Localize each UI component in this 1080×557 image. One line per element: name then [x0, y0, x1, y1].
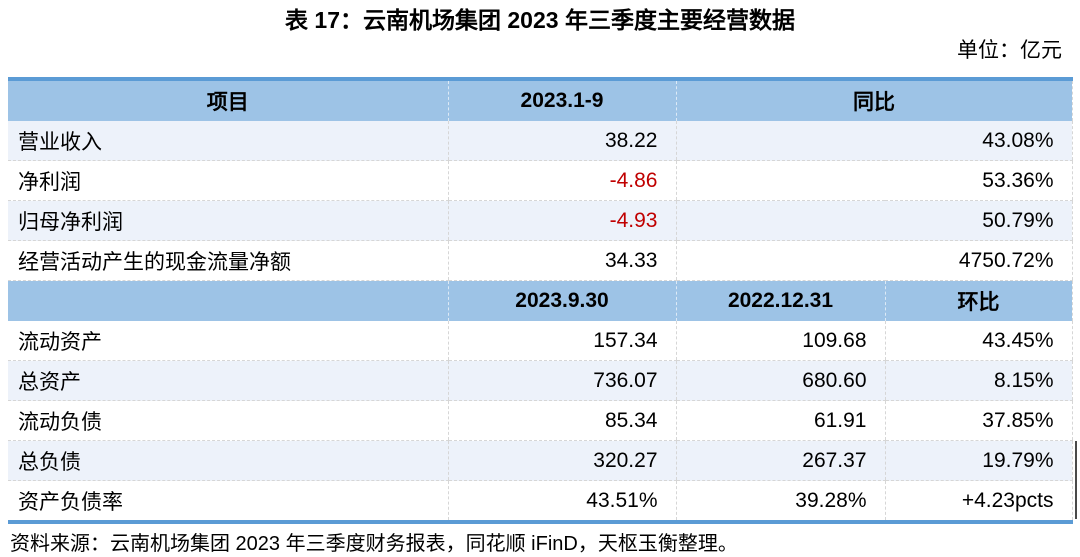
cell-value: 50.79% — [675, 200, 1072, 241]
column-header: 项目 — [8, 79, 448, 121]
cell-value: 53.36% — [675, 160, 1072, 201]
source-note: 资料来源：云南机场集团 2023 年三季度财务报表，同花顺 iFinD，天枢玉衡… — [10, 533, 738, 555]
cell-value: +4.23pcts — [884, 480, 1072, 523]
unit-note: 单位：亿元 — [957, 39, 1062, 62]
row-label: 总资产 — [8, 360, 448, 401]
table-row: 归母净利润 -4.93 50.79% — [8, 200, 1072, 241]
cell-value: 38.22 — [447, 121, 676, 161]
table-row: 资产负债率 43.51% 39.28% +4.23pcts — [8, 480, 1072, 523]
header-row-section-1: 项目 2023.1-9 同比 — [8, 79, 1072, 121]
column-header: 2022.12.31 — [675, 280, 885, 321]
cell-value: -4.86 — [447, 160, 676, 201]
row-label: 资产负债率 — [8, 480, 448, 523]
table-row: 总负债 320.27 267.37 19.79% — [8, 440, 1072, 481]
table-row: 总资产 736.07 680.60 8.15% — [8, 360, 1072, 401]
table-title: 表 17：云南机场集团 2023 年三季度主要经营数据 — [285, 7, 795, 33]
row-label: 流动负债 — [8, 400, 448, 441]
cell-value: 37.85% — [884, 400, 1072, 441]
cell-value: -4.93 — [447, 200, 676, 241]
header-row-section-2: 2023.9.30 2022.12.31 环比 — [8, 280, 1072, 321]
table-row: 营业收入 38.22 43.08% — [8, 121, 1072, 161]
column-header: 环比 — [884, 280, 1072, 321]
column-header: 同比 — [675, 79, 1072, 121]
column-header — [8, 280, 448, 321]
cell-value: 736.07 — [447, 360, 676, 401]
table-row: 经营活动产生的现金流量净额 34.33 4750.72% — [8, 240, 1072, 281]
row-label: 经营活动产生的现金流量净额 — [8, 240, 448, 281]
cell-value: 267.37 — [675, 440, 885, 481]
stray-vertical-line — [1075, 441, 1077, 519]
row-label: 营业收入 — [8, 121, 448, 161]
cell-value: 680.60 — [675, 360, 885, 401]
cell-value: 320.27 — [447, 440, 676, 481]
financial-data-table: 项目 2023.1-9 同比 营业收入 38.22 43.08% 净利润 -4.86 53.36… — [8, 77, 1073, 524]
row-label: 总负债 — [8, 440, 448, 481]
row-label: 归母净利润 — [8, 200, 448, 241]
cell-value: 85.34 — [447, 400, 676, 441]
cell-value: 39.28% — [675, 480, 885, 523]
cell-value: 61.91 — [675, 400, 885, 441]
cell-value: 4750.72% — [675, 240, 1072, 281]
cell-value: 8.15% — [884, 360, 1072, 401]
column-header: 2023.1-9 — [447, 79, 676, 121]
cell-value: 19.79% — [884, 440, 1072, 481]
cell-value: 43.45% — [884, 321, 1072, 361]
table-row: 流动负债 85.34 61.91 37.85% — [8, 400, 1072, 441]
cell-value: 34.33 — [447, 240, 676, 281]
cell-value: 43.08% — [675, 121, 1072, 161]
row-label: 流动资产 — [8, 321, 448, 361]
cell-value: 109.68 — [675, 321, 885, 361]
row-label: 净利润 — [8, 160, 448, 201]
cell-value: 43.51% — [447, 480, 676, 523]
table-row: 净利润 -4.86 53.36% — [8, 160, 1072, 201]
table-row: 流动资产 157.34 109.68 43.45% — [8, 321, 1072, 361]
cell-value: 157.34 — [447, 321, 676, 361]
column-header: 2023.9.30 — [447, 280, 676, 321]
